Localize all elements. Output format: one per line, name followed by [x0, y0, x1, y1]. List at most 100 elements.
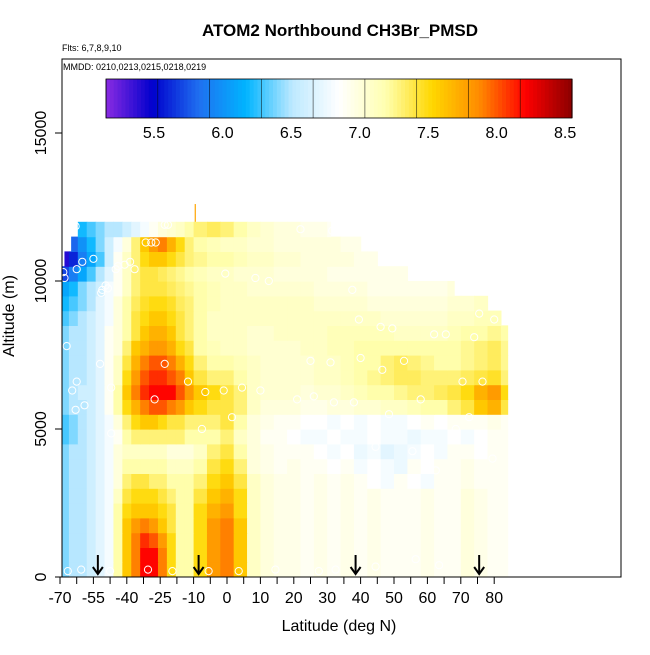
heatmap-cell — [447, 399, 462, 415]
heatmap-cell — [149, 547, 159, 563]
observation-point — [478, 377, 487, 386]
colorbar-segment — [234, 79, 239, 118]
y-tick-label: 10000 — [33, 259, 50, 304]
heatmap-cell — [62, 295, 70, 312]
heatmap-cell — [95, 310, 106, 326]
heatmap-cell — [287, 517, 302, 534]
heatmap-cell — [68, 310, 79, 326]
heatmap-cell — [206, 562, 221, 577]
heatmap-cell — [407, 562, 422, 577]
heatmap-cell — [273, 221, 288, 238]
heatmap-cell — [175, 414, 186, 430]
colorbar-segment — [385, 79, 391, 118]
colorbar-segment — [195, 79, 200, 118]
heatmap-cell — [233, 532, 248, 548]
heatmap-cell — [166, 414, 177, 430]
heatmap-cell — [447, 295, 462, 312]
heatmap-cell — [95, 266, 106, 282]
heatmap-cell — [68, 503, 79, 519]
heatmap-cell — [287, 473, 302, 489]
down-arrow-marker — [349, 555, 362, 576]
heatmap-cell — [157, 458, 168, 474]
heatmap-cell — [206, 251, 221, 267]
observation-point — [356, 353, 365, 363]
heatmap-cell — [420, 310, 435, 326]
heatmap-cell — [206, 340, 221, 356]
observation-point — [371, 562, 380, 571]
colorbar-segment — [109, 79, 115, 118]
colorbar-segment — [474, 79, 480, 118]
colorbar-segment — [393, 79, 398, 118]
heatmap-cell — [407, 295, 422, 312]
x-tick-label: 50 — [385, 590, 403, 607]
heatmap-cell — [157, 310, 168, 326]
heatmap-cell — [77, 503, 88, 519]
heatmap-cell — [166, 236, 177, 252]
heatmap-cell — [62, 562, 70, 577]
heatmap-cell — [447, 562, 462, 577]
colorbar-segment — [537, 79, 542, 118]
colorbar-segment — [533, 79, 538, 118]
heatmap-cell — [233, 443, 248, 460]
heatmap-cell — [62, 517, 70, 534]
heatmap-cell — [113, 310, 123, 326]
observation-point — [227, 413, 237, 422]
heatmap-cell — [474, 488, 489, 504]
heatmap-cell — [434, 399, 449, 415]
heatmap-cell — [86, 236, 97, 252]
heatmap-cell — [193, 532, 208, 548]
heatmap-cell — [474, 547, 489, 563]
heatmap-cell — [500, 355, 509, 371]
colorbar-segment — [222, 79, 227, 118]
heatmap-cell — [68, 562, 79, 577]
colorbar-segment — [280, 79, 286, 118]
y-axis: 0 5000 10000 15000 — [33, 111, 62, 581]
colorbar-segment — [467, 79, 472, 118]
heatmap-cell — [220, 355, 235, 371]
colorbar-segment — [214, 79, 220, 118]
observation-point — [72, 265, 81, 274]
colorbar-segment — [168, 79, 173, 118]
heatmap-cell — [380, 310, 395, 326]
heatmap-cell — [313, 458, 328, 474]
heatmap-cell — [394, 414, 408, 430]
heatmap-cell — [247, 488, 261, 504]
heatmap-cell — [233, 414, 248, 430]
heatmap-cell — [104, 369, 115, 386]
colorbar-segment — [175, 79, 181, 118]
heatmap-cell — [420, 443, 435, 460]
colorbar: 5.5 6.0 6.5 7.0 7.5 8.0 8.5 — [105, 78, 576, 142]
heatmap-cell — [149, 384, 159, 400]
colorbar-segment — [129, 79, 134, 118]
observation-point — [201, 387, 210, 397]
heatmap-cell — [447, 384, 462, 400]
heatmap-cell — [300, 473, 315, 489]
heatmap-cell — [140, 399, 150, 415]
colorbar-segment — [230, 79, 235, 118]
observation-point — [143, 565, 153, 574]
heatmap-cell — [474, 399, 489, 415]
heatmap-cell — [175, 399, 186, 415]
heatmap-cell — [193, 369, 208, 386]
heatmap-cell — [122, 266, 132, 282]
heatmap-cell — [273, 473, 288, 489]
heatmap-cell — [220, 414, 235, 430]
heatmap-cell — [157, 429, 168, 445]
heatmap-cell — [327, 340, 342, 356]
heatmap-cell — [68, 517, 79, 534]
heatmap-cell — [260, 473, 275, 489]
heatmap-cell — [175, 562, 186, 577]
heatmap-cell — [260, 488, 275, 504]
heatmap-cell — [394, 488, 408, 504]
heatmap-cell — [95, 517, 106, 534]
heatmap-cell — [273, 532, 288, 548]
heatmap-cell — [149, 266, 159, 282]
observation-point — [458, 377, 467, 386]
heatmap-cell — [175, 488, 186, 504]
heatmap-cell — [95, 369, 106, 386]
heatmap-cell — [113, 399, 123, 415]
heatmap-cell — [104, 266, 115, 282]
heatmap-cell — [233, 310, 248, 326]
observation-point — [328, 226, 337, 235]
heatmap-cell — [394, 399, 408, 415]
